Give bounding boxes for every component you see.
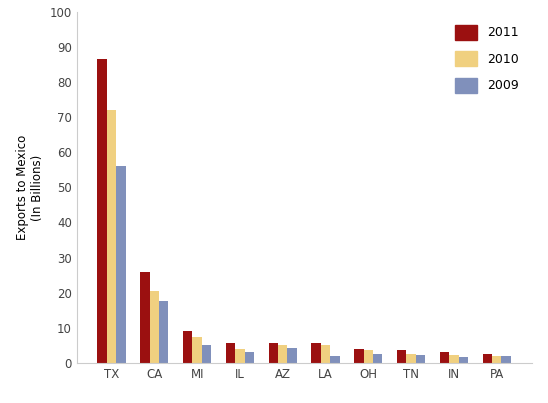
Bar <box>492 356 501 363</box>
Bar <box>397 350 407 363</box>
Bar <box>226 343 235 363</box>
Bar <box>183 331 192 363</box>
Legend: 2011, 2010, 2009: 2011, 2010, 2009 <box>449 19 526 99</box>
Bar <box>244 352 254 363</box>
Bar <box>278 345 288 363</box>
Bar <box>98 59 107 363</box>
Bar <box>407 354 416 363</box>
Bar <box>107 110 116 363</box>
Bar <box>373 353 383 363</box>
Bar <box>449 355 459 363</box>
Bar <box>416 355 425 363</box>
Bar <box>202 345 212 363</box>
Bar <box>459 357 468 363</box>
Bar <box>354 349 364 363</box>
Bar <box>311 343 321 363</box>
Bar <box>440 352 449 363</box>
Bar <box>288 348 297 363</box>
Bar <box>235 349 244 363</box>
Bar <box>192 337 202 363</box>
Bar <box>140 272 150 363</box>
Y-axis label: Exports to Mexico
(In Billions): Exports to Mexico (In Billions) <box>16 135 44 240</box>
Bar <box>159 301 168 363</box>
Bar <box>501 356 511 363</box>
Bar <box>150 291 159 363</box>
Bar <box>483 353 492 363</box>
Bar <box>364 351 373 363</box>
Bar <box>330 356 340 363</box>
Bar <box>321 345 330 363</box>
Bar <box>269 343 278 363</box>
Bar <box>116 166 125 363</box>
